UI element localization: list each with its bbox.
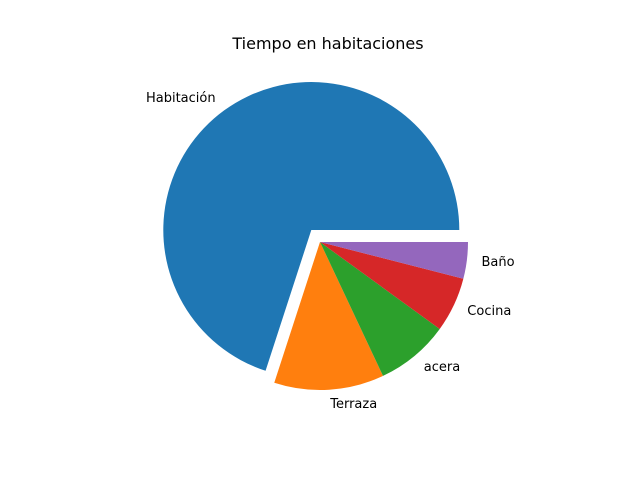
- pie-slices: [163, 82, 468, 390]
- slice-label-bano: Baño: [482, 255, 515, 270]
- slice-label-cocina: Cocina: [467, 304, 511, 319]
- pie-slice-habitacion: [163, 82, 460, 371]
- pie-slice-cocina: [320, 242, 464, 329]
- pie-labels: Habitación Terraza acera Cocina Baño: [146, 91, 515, 412]
- pie-slice-bano: [320, 242, 468, 279]
- slice-label-acera: acera: [424, 360, 460, 375]
- pie-slice-terraza: [274, 242, 384, 390]
- pie-slice-acera: [320, 242, 440, 376]
- slice-label-terraza: Terraza: [329, 397, 377, 412]
- slice-label-habitacion: Habitación: [146, 91, 216, 106]
- chart-title: Tiempo en habitaciones: [231, 34, 423, 53]
